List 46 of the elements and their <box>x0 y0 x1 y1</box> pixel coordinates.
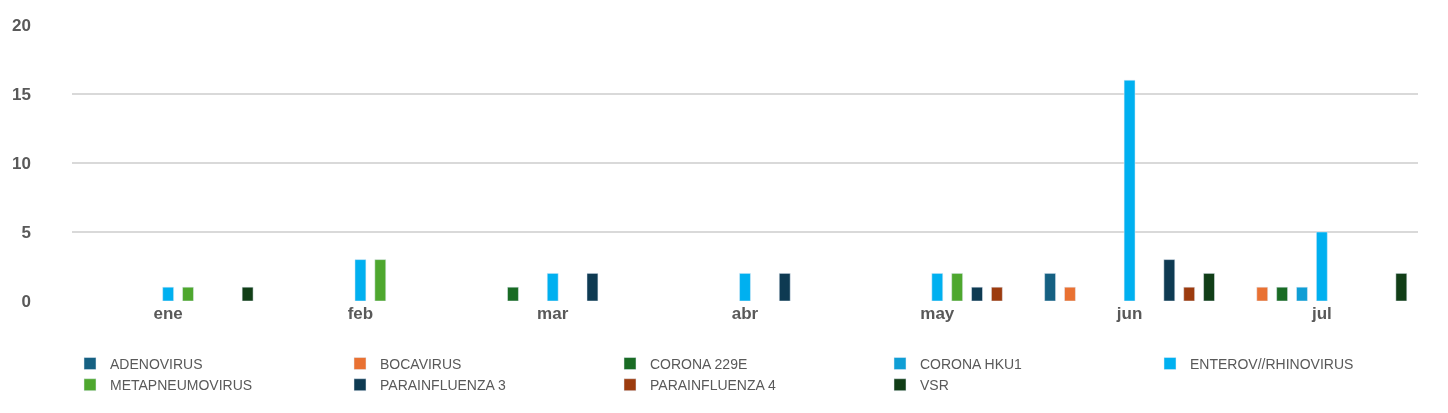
bar <box>1183 286 1195 301</box>
legend-label: PARAINFLUENZA 3 <box>380 377 506 394</box>
bar <box>374 259 387 301</box>
bar <box>162 286 174 301</box>
x-tick-label: ene <box>153 304 183 323</box>
bar <box>1395 273 1408 301</box>
bar <box>1256 286 1268 301</box>
x-tick-label: feb <box>347 304 374 323</box>
bar <box>951 273 963 301</box>
x-tick-label: jun <box>1115 304 1143 323</box>
legend-label: ADENOVIRUS <box>110 355 203 372</box>
x-tick-label: abr <box>731 304 759 323</box>
bar <box>1203 273 1215 301</box>
bar <box>991 286 1003 301</box>
bar <box>739 273 751 301</box>
y-tick-label: 10 <box>12 153 31 173</box>
y-tick-label: 5 <box>21 222 31 242</box>
bar <box>971 286 983 301</box>
x-tick-label: mar <box>537 304 569 323</box>
legend-label: PARAINFLUENZA 4 <box>650 377 776 394</box>
bar <box>1163 259 1176 301</box>
bar <box>1296 286 1308 301</box>
bar <box>241 286 254 301</box>
legend-label: ENTEROV//RHINOVIRUS <box>1190 355 1354 372</box>
bar <box>931 273 943 301</box>
bar <box>1316 231 1328 301</box>
y-tick-label: 0 <box>21 291 31 311</box>
bar <box>182 286 194 301</box>
x-tick-label: jul <box>1310 304 1332 323</box>
bar <box>779 273 791 301</box>
legend-label: CORONA HKU1 <box>920 355 1023 372</box>
bar <box>507 286 519 301</box>
legend-label: BOCAVIRUS <box>380 355 462 372</box>
bar <box>547 273 559 301</box>
legend-label: METAPNEUMOVIRUS <box>110 377 253 394</box>
bar <box>1276 286 1288 301</box>
x-tick-label: may <box>920 304 955 323</box>
y-tick-label: 15 <box>12 84 31 104</box>
legend-label: CORONA 229E <box>650 355 748 372</box>
bar <box>1064 286 1076 301</box>
bar <box>1123 79 1136 301</box>
legend-label: VSR <box>920 377 949 394</box>
y-tick-label: 20 <box>12 15 31 35</box>
bar <box>586 273 599 301</box>
bar <box>354 259 367 301</box>
bar <box>1044 273 1056 301</box>
